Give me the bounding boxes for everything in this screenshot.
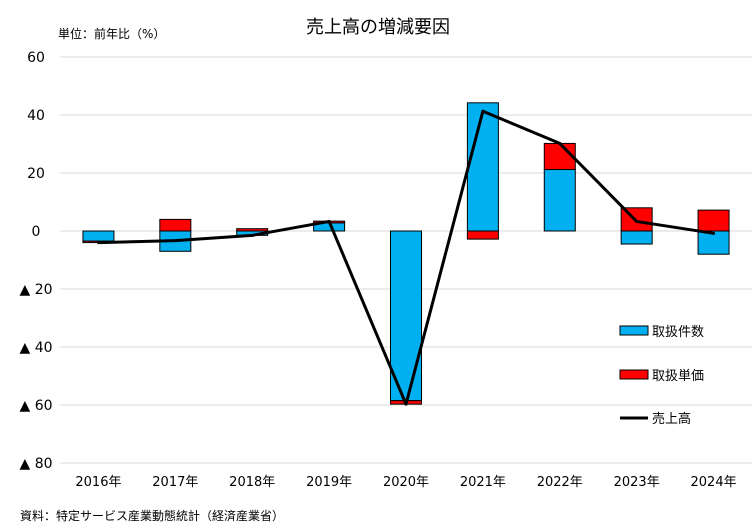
bar-取扱件数 — [543, 169, 576, 232]
y-tick-label: ▲ 80 — [19, 456, 52, 472]
line-point — [96, 241, 100, 245]
y-tick-label: ▲ 40 — [19, 340, 52, 356]
x-tick-label: 2018年 — [229, 475, 275, 490]
bar-取扱単価 — [159, 218, 192, 232]
line-point — [250, 233, 254, 237]
legend-label: 取扱件数 — [652, 325, 704, 340]
bar-取扱単価 — [466, 230, 499, 240]
bar-取扱単価 — [236, 228, 269, 232]
y-tick-label: 20 — [27, 166, 45, 182]
bar-取扱単価 — [543, 142, 576, 171]
bar-取扱件数 — [620, 230, 653, 245]
line-point — [712, 231, 716, 235]
bar-取扱単価 — [697, 209, 730, 232]
x-tick-label: 2016年 — [75, 475, 121, 490]
y-tick-label: ▲ 60 — [19, 398, 52, 414]
y-tick-label: 60 — [27, 50, 45, 66]
legend-swatch — [619, 369, 649, 380]
bar-取扱件数 — [82, 230, 115, 242]
x-tick-label: 2019年 — [306, 475, 352, 490]
y-tick-label: 0 — [32, 224, 41, 240]
x-tick-label: 2024年 — [691, 475, 737, 490]
x-tick-label: 2023年 — [614, 475, 660, 490]
legend-label: 売上高 — [652, 411, 691, 427]
line-point — [404, 402, 408, 406]
x-tick-label: 2021年 — [460, 475, 506, 490]
unit-label: 単位：前年比（%） — [58, 27, 166, 41]
line-point — [327, 219, 331, 223]
line-point — [635, 219, 639, 223]
x-tick-label: 2020年 — [383, 475, 429, 490]
legend-label: 取扱単価 — [652, 368, 704, 384]
bar-取扱件数 — [390, 230, 422, 402]
line-point — [173, 239, 177, 243]
line-point — [481, 109, 485, 113]
chart-title: 売上高の増減要因 — [306, 17, 450, 38]
source-note: 資料：特定サービス産業動態統計（経済産業省） — [20, 509, 285, 523]
y-tick-label: 40 — [27, 108, 45, 124]
legend-swatch — [619, 325, 649, 336]
bar-取扱件数 — [466, 102, 499, 232]
x-tick-label: 2017年 — [152, 475, 198, 490]
y-tick-label: ▲ 20 — [19, 282, 52, 298]
x-tick-label: 2022年 — [537, 475, 583, 490]
line-point — [558, 141, 562, 145]
